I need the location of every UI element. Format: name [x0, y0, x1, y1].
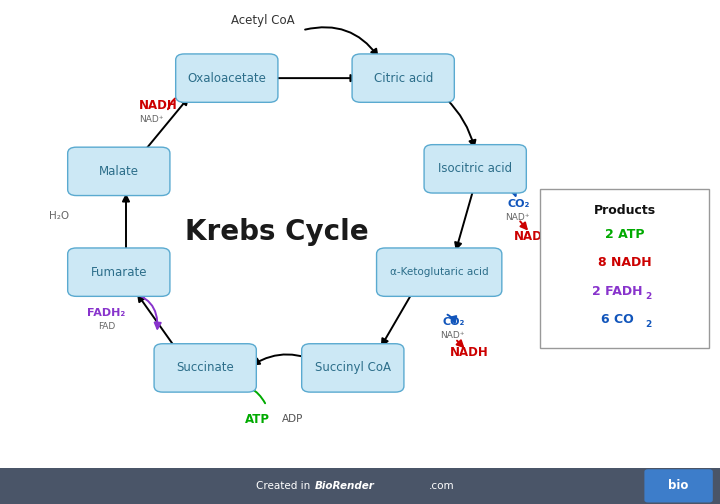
FancyBboxPatch shape	[540, 189, 709, 348]
FancyBboxPatch shape	[154, 344, 256, 392]
Text: Products: Products	[593, 204, 656, 217]
Text: Acetyl CoA: Acetyl CoA	[231, 14, 294, 27]
FancyBboxPatch shape	[68, 248, 170, 296]
Text: α-Ketoglutaric acid: α-Ketoglutaric acid	[390, 267, 488, 277]
Text: .com: .com	[428, 481, 454, 491]
Text: ADP: ADP	[282, 414, 303, 424]
Text: ATP: ATP	[246, 413, 270, 426]
Text: Citric acid: Citric acid	[374, 72, 433, 85]
Text: NAD⁺: NAD⁺	[440, 331, 464, 340]
Text: 2 ATP: 2 ATP	[605, 228, 644, 241]
Text: 2: 2	[645, 320, 652, 329]
Text: bio: bio	[668, 479, 689, 492]
Text: Oxaloacetate: Oxaloacetate	[187, 72, 266, 85]
Text: Malate: Malate	[99, 165, 139, 178]
FancyBboxPatch shape	[68, 147, 170, 196]
Text: CO₂: CO₂	[442, 317, 465, 327]
Text: BioRender: BioRender	[315, 481, 374, 491]
Text: FADH₂: FADH₂	[87, 308, 126, 319]
Text: Succinate: Succinate	[176, 361, 234, 374]
Text: 2 FADH: 2 FADH	[592, 285, 643, 297]
Text: NAD⁺: NAD⁺	[139, 115, 163, 124]
Text: 8 NADH: 8 NADH	[598, 256, 652, 269]
Text: Krebs Cycle: Krebs Cycle	[185, 218, 369, 246]
Bar	[0, 468, 720, 504]
Text: FAD: FAD	[98, 322, 115, 331]
FancyBboxPatch shape	[176, 54, 278, 102]
FancyBboxPatch shape	[644, 469, 713, 502]
FancyBboxPatch shape	[302, 344, 404, 392]
Text: 6 CO: 6 CO	[601, 313, 634, 326]
Text: Created in: Created in	[256, 481, 313, 491]
FancyBboxPatch shape	[424, 145, 526, 193]
Text: NADH: NADH	[139, 99, 178, 112]
Text: Succinyl CoA: Succinyl CoA	[315, 361, 391, 374]
Text: H₂O: H₂O	[49, 211, 69, 221]
Text: Isocitric acid: Isocitric acid	[438, 162, 512, 175]
Text: NADH: NADH	[513, 230, 552, 243]
Text: 2: 2	[645, 292, 652, 300]
FancyBboxPatch shape	[377, 248, 502, 296]
Text: Fumarate: Fumarate	[91, 266, 147, 279]
Text: NADH: NADH	[450, 346, 489, 359]
FancyBboxPatch shape	[352, 54, 454, 102]
Text: NAD⁺: NAD⁺	[505, 213, 529, 222]
Text: CO₂: CO₂	[507, 199, 530, 209]
